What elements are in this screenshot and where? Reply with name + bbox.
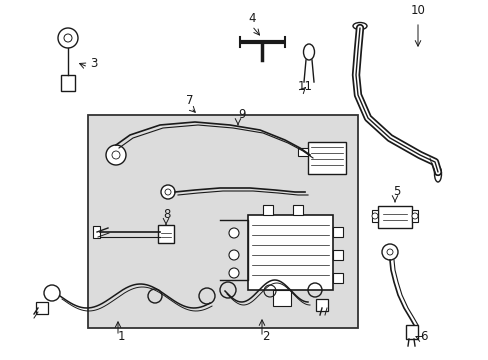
Bar	[332, 250, 342, 260]
Bar	[405, 325, 417, 339]
Text: 9: 9	[238, 108, 245, 121]
Circle shape	[58, 28, 78, 48]
Text: 10: 10	[410, 4, 425, 17]
Circle shape	[371, 213, 377, 219]
Circle shape	[411, 213, 417, 219]
Bar	[307, 142, 346, 174]
Text: 5: 5	[392, 185, 400, 198]
Circle shape	[161, 185, 175, 199]
Text: 11: 11	[297, 80, 312, 93]
Circle shape	[64, 34, 72, 42]
Text: 7: 7	[185, 94, 193, 107]
Bar	[377, 206, 411, 228]
Circle shape	[228, 250, 239, 260]
Ellipse shape	[434, 166, 441, 182]
Bar	[297, 148, 307, 156]
Bar	[411, 210, 417, 222]
Text: 2: 2	[262, 330, 269, 343]
Circle shape	[112, 151, 120, 159]
Text: 6: 6	[419, 330, 427, 343]
Text: 4: 4	[247, 12, 255, 25]
Bar	[263, 205, 272, 215]
Bar	[36, 302, 48, 314]
Bar	[315, 299, 327, 311]
Bar	[158, 225, 174, 243]
Text: 3: 3	[90, 57, 97, 70]
Bar	[61, 75, 75, 91]
Ellipse shape	[352, 22, 366, 30]
Bar	[332, 273, 342, 283]
Circle shape	[164, 189, 171, 195]
Bar	[332, 227, 342, 237]
Circle shape	[381, 244, 397, 260]
Circle shape	[386, 249, 392, 255]
Text: 1: 1	[118, 330, 125, 343]
Bar	[272, 290, 290, 306]
Circle shape	[106, 145, 126, 165]
Bar	[88, 115, 357, 328]
Bar	[93, 226, 100, 238]
Circle shape	[228, 268, 239, 278]
Bar	[371, 210, 377, 222]
Bar	[292, 205, 303, 215]
Bar	[247, 215, 332, 290]
Circle shape	[228, 228, 239, 238]
Text: 8: 8	[163, 208, 170, 221]
